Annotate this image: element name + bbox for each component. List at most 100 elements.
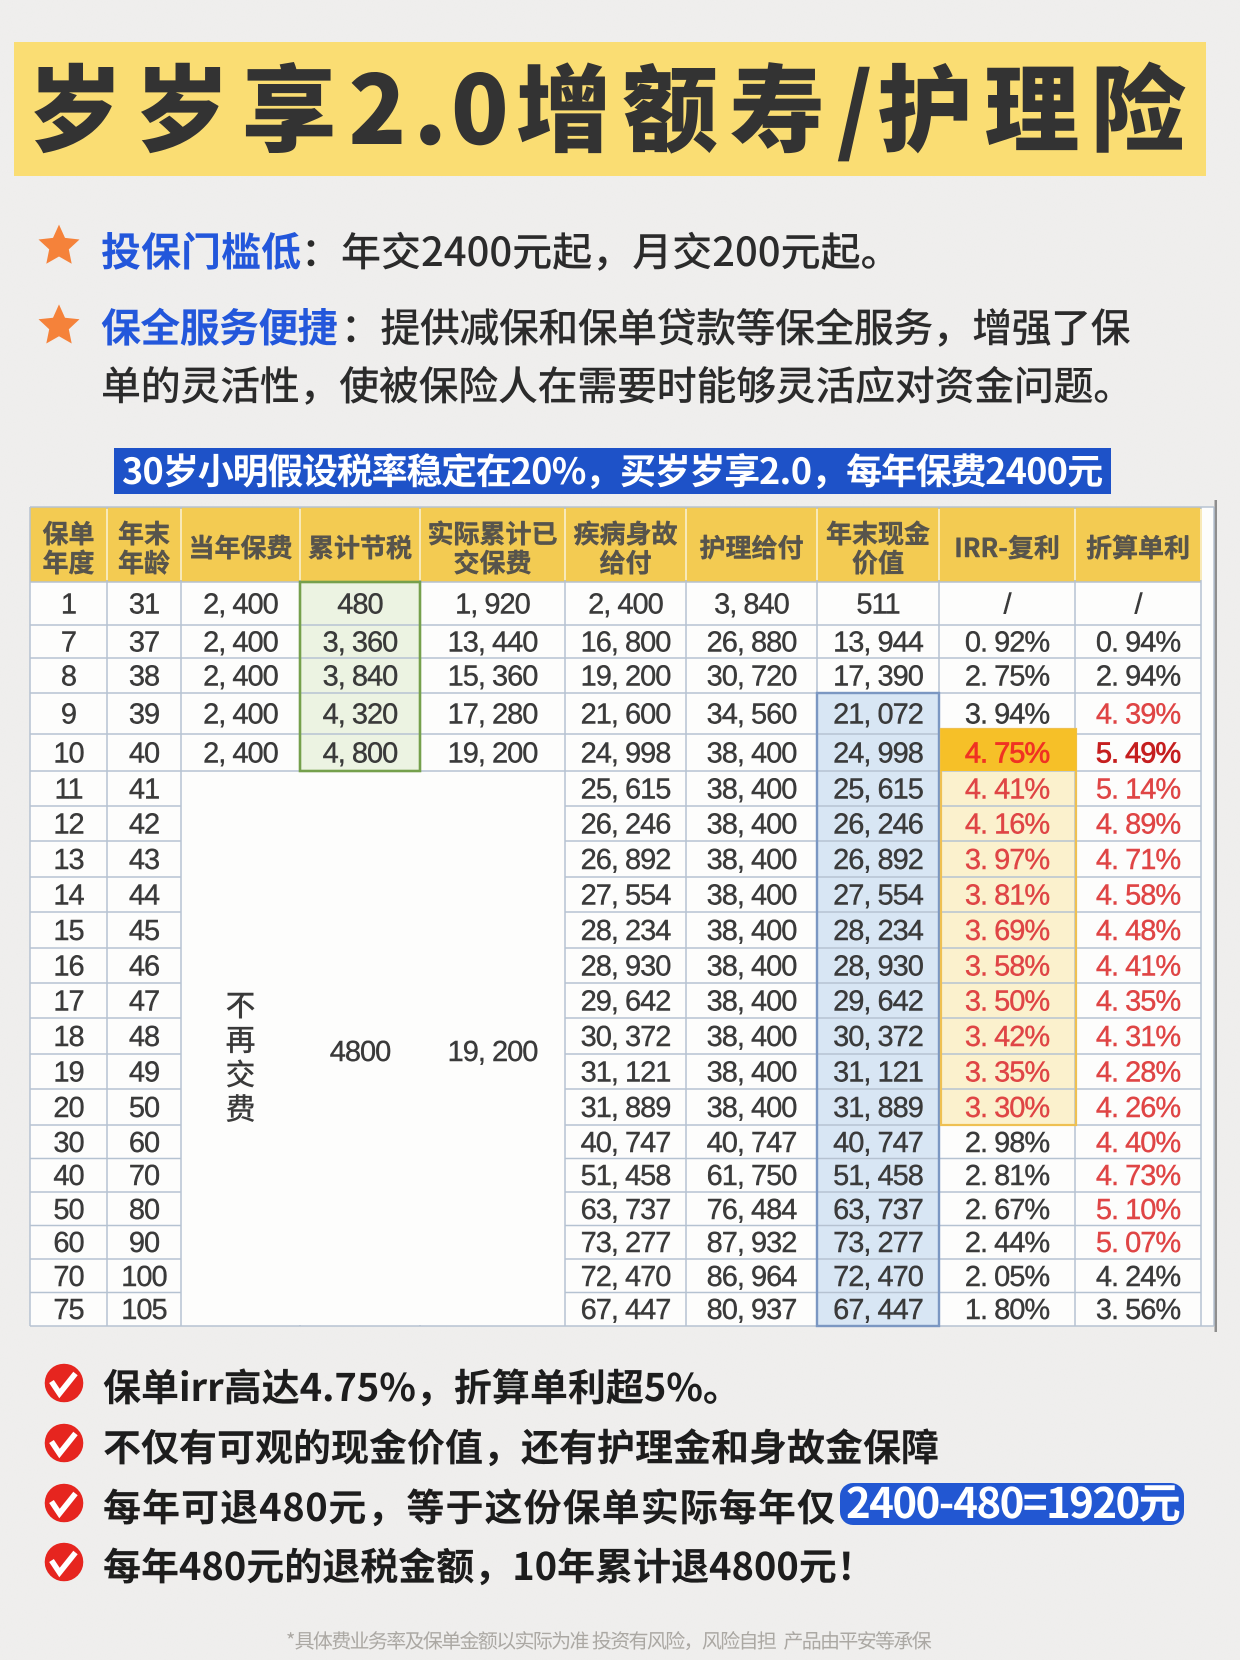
svg-text:2. 98%: 2. 98% [965, 1127, 1049, 1159]
svg-text:2. 67%: 2. 67% [965, 1194, 1049, 1226]
svg-text:29, 642: 29, 642 [833, 986, 923, 1018]
svg-text:4. 89%: 4. 89% [1096, 809, 1180, 841]
svg-text:30, 372: 30, 372 [581, 1021, 671, 1053]
svg-text:4. 58%: 4. 58% [1096, 880, 1180, 912]
svg-text:60: 60 [53, 1227, 83, 1259]
svg-text:49: 49 [129, 1057, 159, 1089]
svg-text:40: 40 [53, 1160, 83, 1192]
svg-text:38, 400: 38, 400 [707, 1057, 797, 1089]
svg-text:38, 400: 38, 400 [707, 774, 797, 806]
svg-text:3, 840: 3, 840 [714, 589, 789, 621]
svg-text:50: 50 [129, 1092, 159, 1124]
svg-text:34, 560: 34, 560 [707, 699, 797, 731]
svg-text:38: 38 [129, 661, 159, 693]
svg-text:2, 400: 2, 400 [203, 627, 278, 659]
svg-text:31, 889: 31, 889 [833, 1092, 923, 1124]
svg-text:5. 49%: 5. 49% [1096, 738, 1180, 770]
svg-text:28, 930: 28, 930 [833, 951, 923, 983]
svg-text:4. 26%: 4. 26% [1096, 1092, 1180, 1124]
svg-text:4. 39%: 4. 39% [1096, 699, 1180, 731]
svg-text:26, 892: 26, 892 [581, 844, 671, 876]
svg-text:25, 615: 25, 615 [581, 774, 671, 806]
svg-text:3. 97%: 3. 97% [965, 844, 1049, 876]
svg-text:16, 800: 16, 800 [581, 627, 671, 659]
svg-text:19, 200: 19, 200 [581, 661, 671, 693]
svg-text:2. 94%: 2. 94% [1096, 661, 1180, 693]
svg-text:2. 05%: 2. 05% [965, 1261, 1049, 1293]
svg-text:19, 200: 19, 200 [448, 1036, 538, 1068]
svg-text:86, 964: 86, 964 [707, 1261, 798, 1293]
svg-text:87, 932: 87, 932 [707, 1227, 797, 1259]
svg-text:13, 440: 13, 440 [448, 627, 538, 659]
svg-text:45: 45 [129, 915, 159, 947]
svg-text:76, 484: 76, 484 [707, 1194, 798, 1226]
svg-text:37: 37 [129, 627, 159, 659]
svg-text:5. 10%: 5. 10% [1096, 1194, 1180, 1226]
svg-text:0. 92%: 0. 92% [965, 627, 1049, 659]
svg-text:3. 42%: 3. 42% [965, 1021, 1049, 1053]
svg-text:18: 18 [53, 1021, 83, 1053]
svg-text:63, 737: 63, 737 [833, 1194, 923, 1226]
svg-text:2, 400: 2, 400 [203, 738, 278, 770]
svg-text:70: 70 [129, 1160, 159, 1192]
svg-text:43: 43 [129, 844, 159, 876]
svg-text:39: 39 [129, 699, 159, 731]
svg-text:38, 400: 38, 400 [707, 986, 797, 1018]
svg-text:480: 480 [337, 589, 382, 621]
svg-text:29, 642: 29, 642 [581, 986, 671, 1018]
svg-text:24, 998: 24, 998 [833, 738, 923, 770]
svg-text:3. 50%: 3. 50% [965, 986, 1049, 1018]
svg-text:3. 56%: 3. 56% [1096, 1294, 1180, 1326]
svg-text:4. 40%: 4. 40% [1096, 1127, 1180, 1159]
svg-text:27, 554: 27, 554 [581, 880, 672, 912]
svg-text:17, 390: 17, 390 [833, 661, 923, 693]
svg-text:26, 892: 26, 892 [833, 844, 923, 876]
svg-text:100: 100 [121, 1261, 166, 1293]
svg-text:4800: 4800 [330, 1036, 391, 1068]
svg-text:13: 13 [53, 844, 83, 876]
svg-text:4, 800: 4, 800 [323, 738, 398, 770]
svg-text:3. 69%: 3. 69% [965, 915, 1049, 947]
svg-text:31, 121: 31, 121 [833, 1057, 923, 1089]
svg-text:70: 70 [53, 1261, 83, 1293]
svg-text:15: 15 [53, 915, 83, 947]
svg-text:/: / [1003, 589, 1012, 621]
svg-text:2. 75%: 2. 75% [965, 661, 1049, 693]
svg-text:38, 400: 38, 400 [707, 951, 797, 983]
svg-text:30, 372: 30, 372 [833, 1021, 923, 1053]
svg-text:38, 400: 38, 400 [707, 1021, 797, 1053]
svg-text:3, 840: 3, 840 [323, 661, 398, 693]
svg-text:31, 121: 31, 121 [581, 1057, 671, 1089]
svg-text:90: 90 [129, 1227, 159, 1259]
svg-text:38, 400: 38, 400 [707, 844, 797, 876]
svg-text:11: 11 [54, 774, 82, 806]
svg-text:4. 16%: 4. 16% [965, 809, 1049, 841]
svg-text:4. 41%: 4. 41% [1096, 951, 1180, 983]
svg-text:105: 105 [121, 1294, 166, 1326]
svg-text:60: 60 [129, 1127, 159, 1159]
svg-text:2, 400: 2, 400 [203, 661, 278, 693]
svg-text:3. 94%: 3. 94% [965, 699, 1049, 731]
svg-text:8: 8 [61, 661, 76, 693]
svg-text:26, 880: 26, 880 [707, 627, 797, 659]
svg-text:17, 280: 17, 280 [448, 699, 538, 731]
svg-text:25, 615: 25, 615 [833, 774, 923, 806]
svg-text:30, 720: 30, 720 [707, 661, 797, 693]
svg-text:4. 75%: 4. 75% [965, 738, 1049, 770]
svg-text:38, 400: 38, 400 [707, 915, 797, 947]
svg-text:51, 458: 51, 458 [581, 1160, 671, 1192]
svg-text:40, 747: 40, 747 [833, 1127, 923, 1159]
svg-text:50: 50 [53, 1194, 83, 1226]
svg-text:4. 41%: 4. 41% [965, 774, 1049, 806]
svg-text:4. 24%: 4. 24% [1096, 1261, 1180, 1293]
svg-text:40, 747: 40, 747 [581, 1127, 671, 1159]
svg-text:3. 35%: 3. 35% [965, 1057, 1049, 1089]
svg-text:10: 10 [53, 738, 83, 770]
svg-text:14: 14 [53, 880, 84, 912]
svg-text:3. 58%: 3. 58% [965, 951, 1049, 983]
svg-text:51, 458: 51, 458 [833, 1160, 923, 1192]
svg-text:4. 35%: 4. 35% [1096, 986, 1180, 1018]
svg-text:38, 400: 38, 400 [707, 738, 797, 770]
svg-text:5. 14%: 5. 14% [1096, 774, 1180, 806]
svg-text:4. 73%: 4. 73% [1096, 1160, 1180, 1192]
